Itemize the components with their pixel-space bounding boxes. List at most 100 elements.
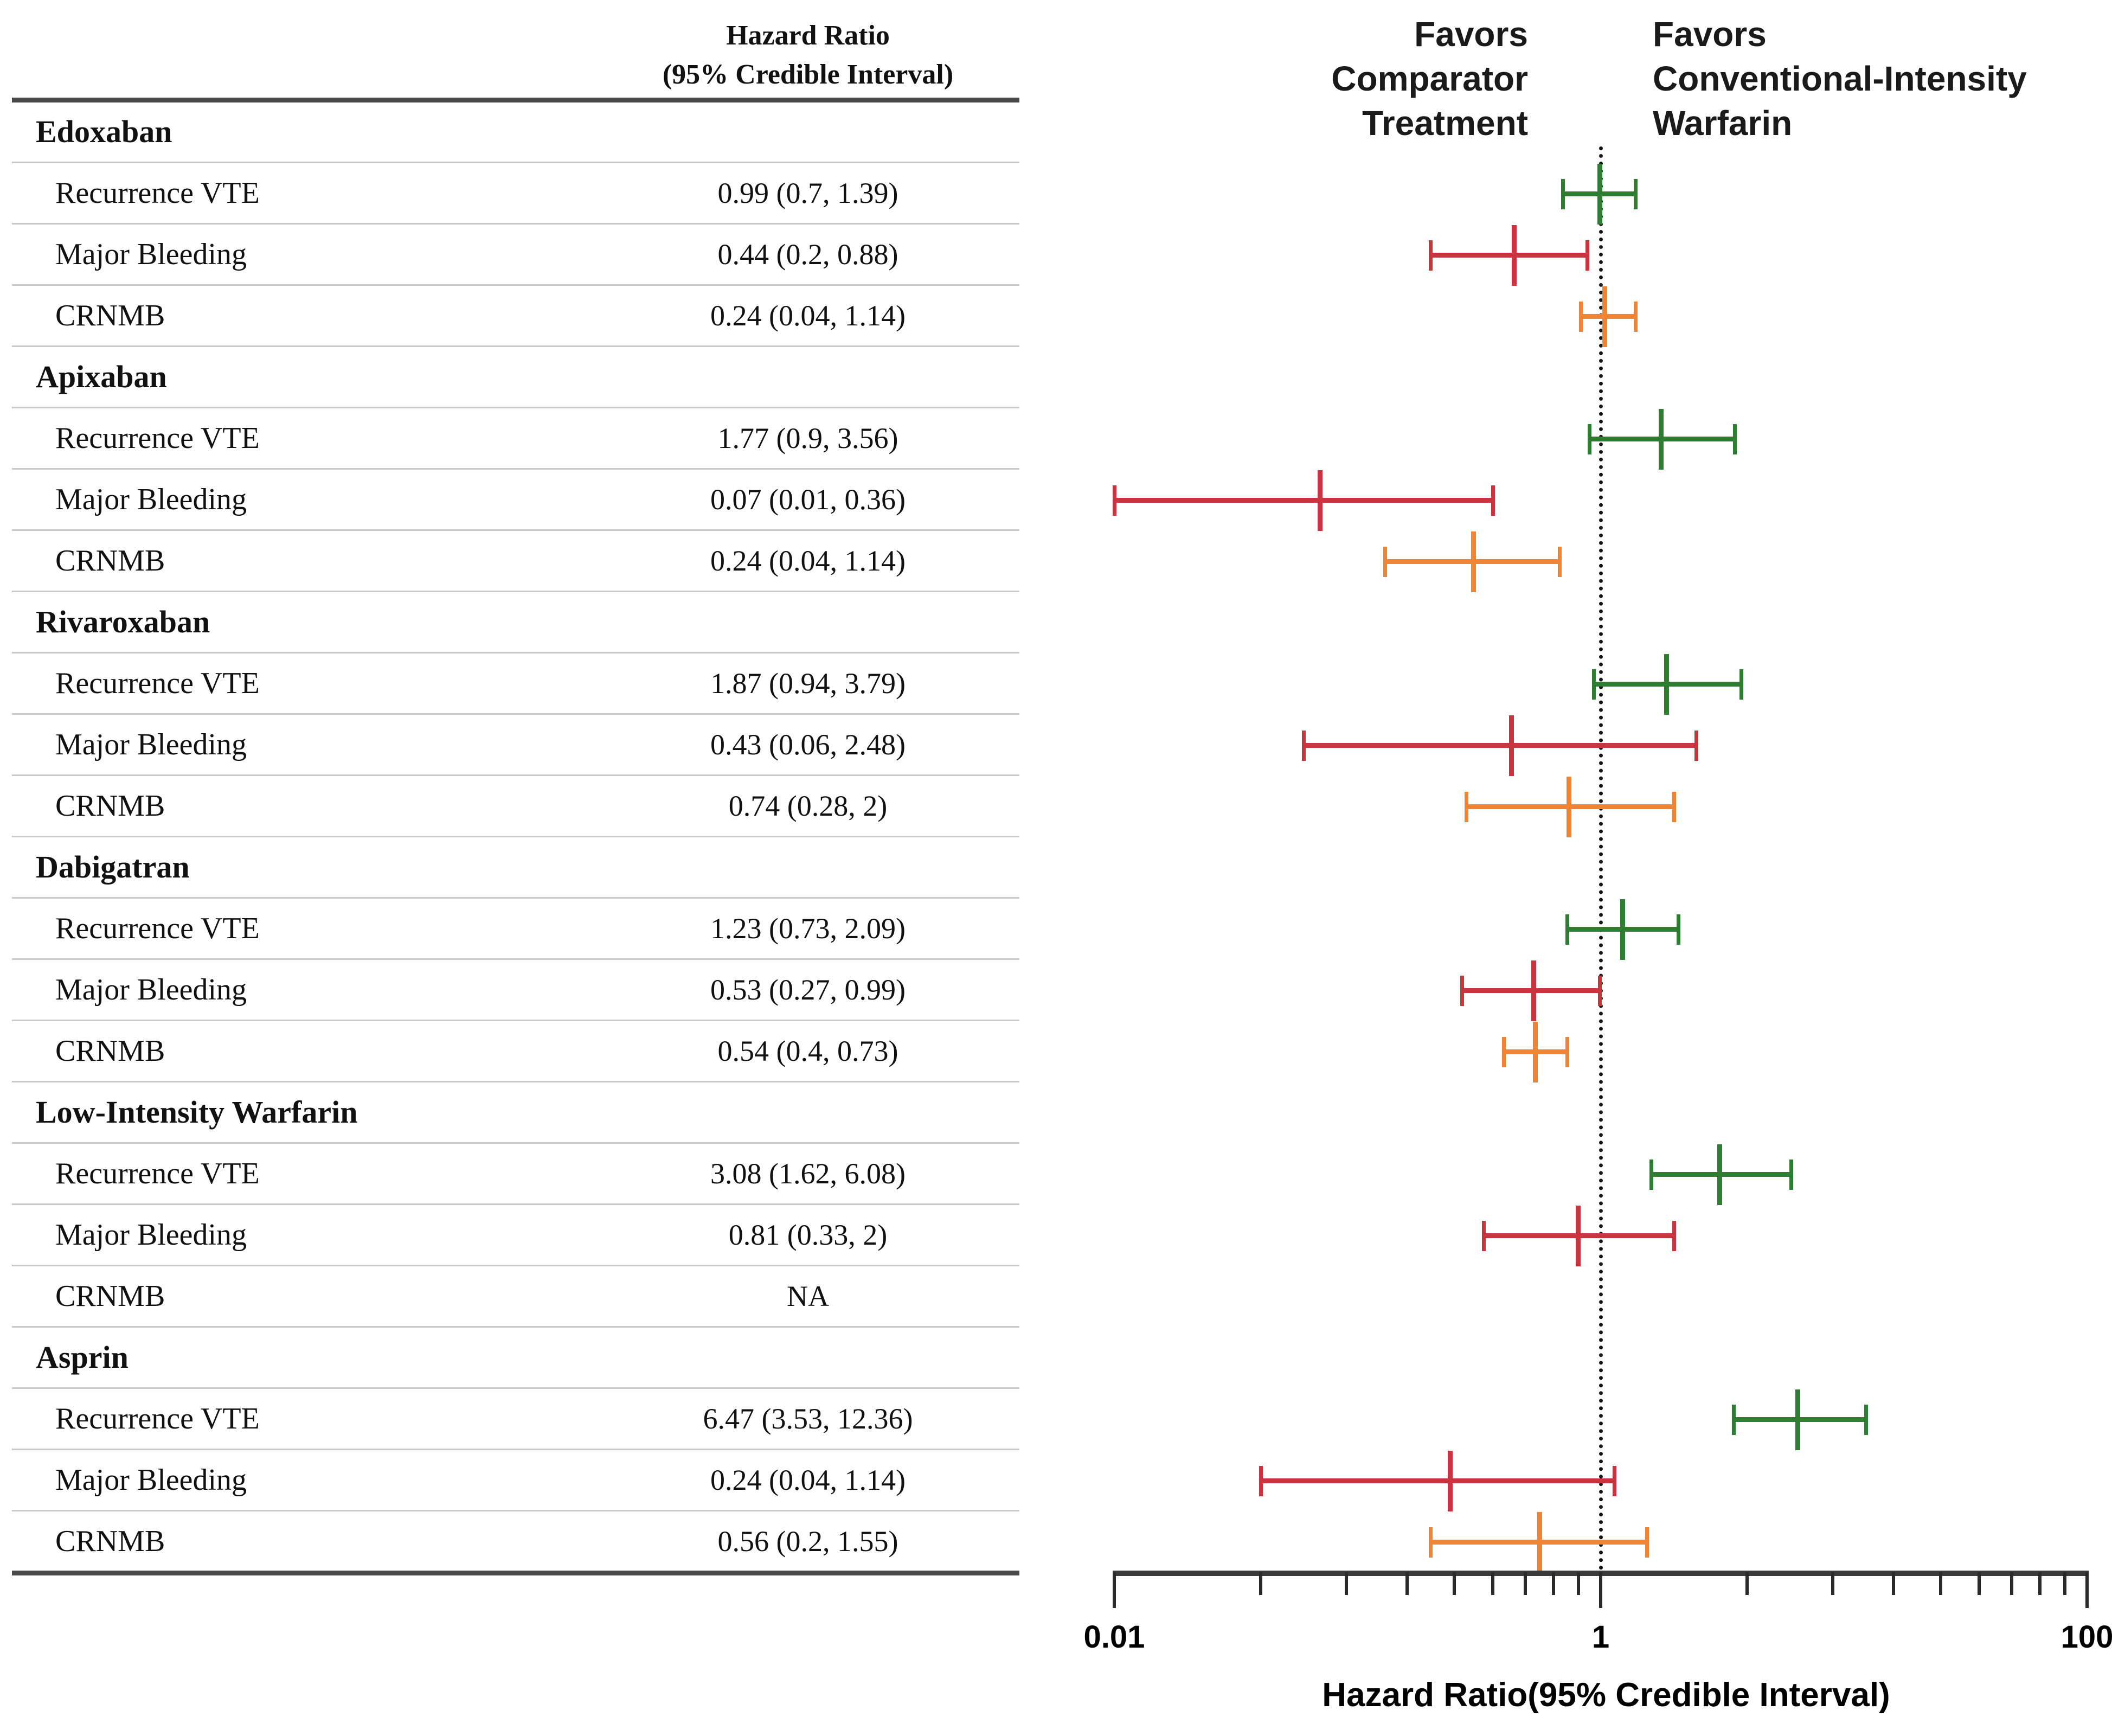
- x-axis-minor-tick-0.16: [1405, 1572, 1409, 1595]
- x-axis-minor-tick-25: [1938, 1572, 1942, 1595]
- hr-value: 0.54 (0.4, 0.73): [717, 1035, 898, 1067]
- hr-value: 3.08 (1.62, 6.08): [710, 1157, 906, 1190]
- forest-bar-asprin-recurrence-vte-lower-cap: [1732, 1404, 1736, 1435]
- outcome-label: CRNMB: [55, 1034, 165, 1068]
- forest-bar-dabigatran-recurrence-vte-upper-cap: [1677, 914, 1681, 945]
- table-row: Recurrence VTE 0.99 (0.7, 1.39): [12, 163, 1019, 225]
- table-row-group-low-intensity-warfarin: Low-Intensity Warfarin: [12, 1082, 1019, 1144]
- forest-bar-asprin-crnmb-lower-cap: [1429, 1527, 1433, 1558]
- group-header-label: Edoxaban: [36, 114, 172, 149]
- forest-bar-edoxaban-major-bleeding-interval: [1430, 253, 1588, 258]
- forest-bar-rivaroxaban-major-bleeding-upper-cap: [1694, 730, 1699, 761]
- hr-value: 6.47 (3.53, 12.36): [703, 1402, 913, 1435]
- forest-bar-edoxaban-recurrence-vte-upper-cap: [1633, 178, 1638, 209]
- forest-bar-edoxaban-crnmb-interval: [1581, 314, 1636, 319]
- x-axis-minor-tick-0.36: [1491, 1572, 1494, 1595]
- table-row: Recurrence VTE 1.87 (0.94, 3.79): [12, 654, 1019, 715]
- table-row: Major Bleeding 0.43 (0.06, 2.48): [12, 715, 1019, 776]
- table-row: Major Bleeding 0.24 (0.04, 1.14): [12, 1450, 1019, 1511]
- table-row: Recurrence VTE 1.23 (0.73, 2.09): [12, 899, 1019, 960]
- forest-bar-dabigatran-crnmb-point-estimate: [1533, 1021, 1538, 1082]
- forest-bar-rivaroxaban-recurrence-vte-upper-cap: [1739, 669, 1744, 700]
- hr-value: 0.99 (0.7, 1.39): [717, 177, 898, 209]
- forest-bar-rivaroxaban-recurrence-vte-lower-cap: [1592, 669, 1596, 700]
- x-axis-major-tick-100: [2085, 1572, 2089, 1608]
- outcome-label: CRNMB: [55, 299, 165, 332]
- forest-bar-low-intensity-warfarin-major-bleeding-lower-cap: [1481, 1220, 1486, 1251]
- x-axis-label-1: 1: [1591, 1619, 1610, 1655]
- table-row: CRNMB 0.24 (0.04, 1.14): [12, 531, 1019, 592]
- forest-bar-rivaroxaban-recurrence-vte-point-estimate: [1664, 654, 1670, 715]
- hr-value: 0.53 (0.27, 0.99): [710, 973, 906, 1006]
- hr-value: 1.23 (0.73, 2.09): [710, 912, 906, 945]
- favors-left-line1: Favors: [1414, 15, 1528, 54]
- forest-bar-apixaban-major-bleeding-point-estimate: [1317, 470, 1323, 531]
- outcome-label: Major Bleeding: [55, 728, 247, 761]
- outcome-label: Major Bleeding: [55, 483, 247, 516]
- forest-bar-low-intensity-warfarin-major-bleeding-upper-cap: [1672, 1220, 1676, 1251]
- outcome-label: Recurrence VTE: [55, 912, 260, 945]
- outcome-label: Major Bleeding: [55, 1218, 247, 1252]
- hr-value: 0.07 (0.01, 0.36): [710, 483, 906, 516]
- x-axis-minor-tick-0.64: [1552, 1572, 1556, 1595]
- forest-bar-asprin-crnmb-point-estimate: [1537, 1511, 1542, 1573]
- hr-value: 0.81 (0.33, 2): [728, 1219, 888, 1251]
- x-axis-minor-tick-81: [2063, 1572, 2066, 1595]
- forest-bar-rivaroxaban-major-bleeding-interval: [1304, 743, 1697, 748]
- hr-value: 1.77 (0.9, 3.56): [717, 422, 898, 454]
- table-bottom-rule: [12, 1571, 1019, 1575]
- table-row: CRNMB 0.54 (0.4, 0.73): [12, 1021, 1019, 1082]
- forest-bar-apixaban-crnmb-upper-cap: [1558, 546, 1562, 577]
- x-axis-title: Hazard Ratio(95% Credible Interval): [1322, 1676, 1890, 1714]
- column-header-line2: (95% Credible Interval): [662, 59, 954, 90]
- table-row-group-rivaroxaban: Rivaroxaban: [12, 592, 1019, 654]
- favors-right-line2: Conventional-Intensity: [1653, 59, 2027, 98]
- forest-bar-dabigatran-recurrence-vte-point-estimate: [1620, 899, 1625, 960]
- hr-value: 0.24 (0.04, 1.14): [710, 1464, 906, 1496]
- x-axis-minor-tick-0.49: [1524, 1572, 1527, 1595]
- forest-bar-low-intensity-warfarin-recurrence-vte-upper-cap: [1789, 1159, 1794, 1190]
- table-row: CRNMB 0.56 (0.2, 1.55): [12, 1511, 1019, 1573]
- forest-bar-dabigatran-crnmb-upper-cap: [1565, 1036, 1570, 1067]
- column-header-line1: Hazard Ratio: [726, 20, 890, 51]
- x-axis-minor-tick-0.25: [1452, 1572, 1456, 1595]
- table-row: Recurrence VTE 6.47 (3.53, 12.36): [12, 1389, 1019, 1450]
- table-row: Major Bleeding 0.07 (0.01, 0.36): [12, 470, 1019, 531]
- forest-bar-apixaban-recurrence-vte-upper-cap: [1732, 424, 1737, 454]
- forest-bar-apixaban-major-bleeding-lower-cap: [1112, 485, 1116, 516]
- x-axis-minor-tick-36: [1978, 1572, 1981, 1595]
- x-axis-minor-tick-0.04: [1259, 1572, 1263, 1595]
- outcome-label: Major Bleeding: [55, 238, 247, 271]
- table-row: Major Bleeding 0.53 (0.27, 0.99): [12, 960, 1019, 1021]
- forest-bar-dabigatran-major-bleeding-lower-cap: [1460, 975, 1465, 1006]
- reference-line-hr1: [1599, 146, 1603, 1571]
- hr-value: 0.24 (0.04, 1.14): [710, 544, 906, 577]
- x-axis-label-100: 100: [2060, 1619, 2112, 1655]
- forest-bar-asprin-recurrence-vte-upper-cap: [1864, 1404, 1869, 1435]
- forest-bar-asprin-major-bleeding-interval: [1261, 1478, 1615, 1483]
- forest-bar-dabigatran-crnmb-lower-cap: [1502, 1036, 1506, 1067]
- table-row-group-apixaban: Apixaban: [12, 347, 1019, 408]
- forest-bar-asprin-major-bleeding-point-estimate: [1447, 1450, 1453, 1511]
- table-row-group-dabigatran: Dabigatran: [12, 837, 1019, 899]
- forest-bar-edoxaban-recurrence-vte-point-estimate: [1597, 163, 1602, 225]
- outcome-label: CRNMB: [55, 544, 165, 578]
- favors-right-line3: Warfarin: [1653, 104, 1793, 143]
- table-row: CRNMB NA: [12, 1266, 1019, 1328]
- outcome-label: Recurrence VTE: [55, 421, 260, 455]
- group-header-label: Low-Intensity Warfarin: [36, 1094, 358, 1130]
- forest-bar-asprin-recurrence-vte-point-estimate: [1795, 1389, 1801, 1450]
- table-row: Major Bleeding 0.44 (0.2, 0.88): [12, 225, 1019, 286]
- forest-bar-dabigatran-major-bleeding-interval: [1462, 988, 1600, 993]
- x-axis-minor-tick-16: [1892, 1572, 1896, 1595]
- favors-left-line3: Treatment: [1362, 104, 1528, 143]
- forest-bar-apixaban-major-bleeding-upper-cap: [1491, 485, 1495, 516]
- group-header-label: Asprin: [36, 1340, 129, 1375]
- table-row: CRNMB 0.24 (0.04, 1.14): [12, 286, 1019, 347]
- outcome-label: CRNMB: [55, 1524, 165, 1558]
- x-axis-minor-tick-4: [1745, 1572, 1749, 1595]
- forest-bar-apixaban-crnmb-lower-cap: [1383, 546, 1388, 577]
- x-axis-major-tick-0.01: [1113, 1572, 1116, 1608]
- favors-right-line1: Favors: [1653, 15, 1767, 54]
